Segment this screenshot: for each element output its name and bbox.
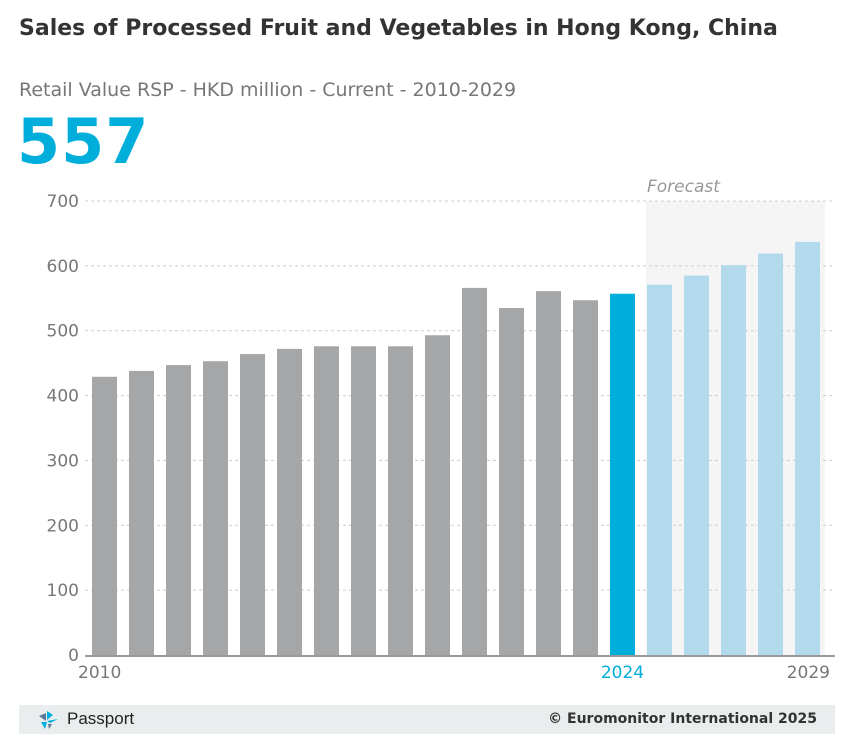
- x-tick-label: 2024: [601, 663, 644, 683]
- bar-2010: 2010: 429: [92, 376, 117, 655]
- bar-2018: 2018: 476: [388, 346, 413, 655]
- bar-2028: 2028: 619: [758, 253, 783, 655]
- bar-chart: 2010: 429 2011: 438 2012: 447 2013: 453 2014…: [47, 177, 835, 683]
- bar-2015: 2015: 472: [277, 348, 302, 655]
- x-tick-label: 2010: [78, 663, 121, 683]
- chart-title: Sales of Processed Fruit and Vegetables …: [19, 16, 778, 41]
- bar-2014: 2014: 464: [240, 354, 265, 655]
- bar-2022: 2022: 561: [536, 291, 561, 655]
- y-tick-label: 300: [47, 451, 79, 471]
- y-tick-label: 0: [68, 646, 79, 666]
- footer-bar: Passport © Euromonitor International 202…: [19, 705, 835, 734]
- bar-2021: 2021: 535: [499, 308, 524, 655]
- forecast-label: Forecast: [647, 177, 721, 197]
- y-tick-label: 500: [47, 322, 79, 342]
- bar-2023: 2023: 547: [573, 300, 598, 655]
- copyright-text: © Euromonitor International 2025: [548, 711, 817, 727]
- y-tick-label: 700: [47, 192, 79, 212]
- y-tick-label: 600: [47, 257, 79, 277]
- chart-subtitle: Retail Value RSP - HKD million - Current…: [19, 79, 517, 101]
- bar-2029: 2029: 637: [795, 241, 820, 656]
- y-tick-label: 200: [47, 516, 79, 536]
- bar-2027: 2027: 601: [721, 265, 746, 655]
- x-tick-label: 2029: [787, 663, 830, 683]
- y-tick-label: 100: [47, 581, 79, 601]
- bar-2011: 2011: 438: [129, 370, 154, 655]
- passport-logo-icon: [39, 711, 58, 729]
- bar-2020: 2020: 566: [462, 287, 487, 655]
- bar-2019: 2019: 493: [425, 335, 450, 655]
- passport-brand: Passport: [67, 709, 135, 728]
- bar-2026: 2026: 585: [684, 275, 709, 655]
- bar-2017: 2017: 476: [351, 346, 376, 655]
- y-tick-label: 400: [47, 387, 79, 407]
- bar-2024: 2024: 557: [610, 293, 635, 655]
- highlight-value: 557: [17, 105, 150, 178]
- bar-2013: 2013: 453: [203, 361, 228, 655]
- bar-2012: 2012: 447: [166, 365, 191, 655]
- bar-2025: 2025: 571: [647, 284, 672, 655]
- bar-2016: 2016: 476: [314, 346, 339, 655]
